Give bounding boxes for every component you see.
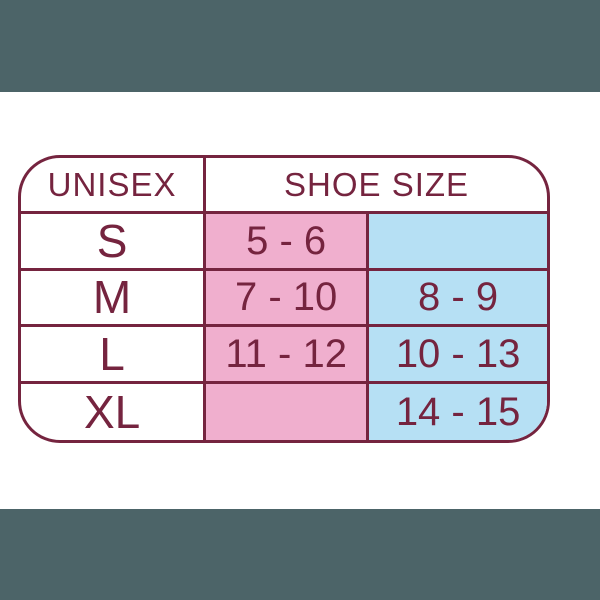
header-cell-shoe-size: SHOE SIZE [206,158,547,215]
dark-band-top [0,0,600,92]
row-s-pink-value-cell: 5 - 6 [206,214,370,271]
row-s-blue-value-cell [369,214,547,271]
row-xl-size-label: XL [21,383,207,440]
dark-band-bottom [0,509,600,600]
row-s-size-label: S [21,214,207,271]
row-m-pink-value-cell: 7 - 10 [206,270,370,328]
row-l-pink-value-cell: 11 - 12 [206,327,370,384]
row-xl-pink-value-cell [206,383,370,440]
row-l-blue-value-cell: 10 - 13 [369,327,547,384]
header-cell-unisex: UNISEX [21,158,207,215]
row-xl-blue-value-cell: 14 - 15 [369,383,547,440]
shoe-size-chart-table: UNISEX SHOE SIZE S 5 - 6 M 7 - 10 8 - 9 … [18,155,550,443]
row-m-size-label: M [21,270,207,328]
row-l-size-label: L [21,327,207,384]
row-m-blue-value-cell: 8 - 9 [369,270,547,328]
